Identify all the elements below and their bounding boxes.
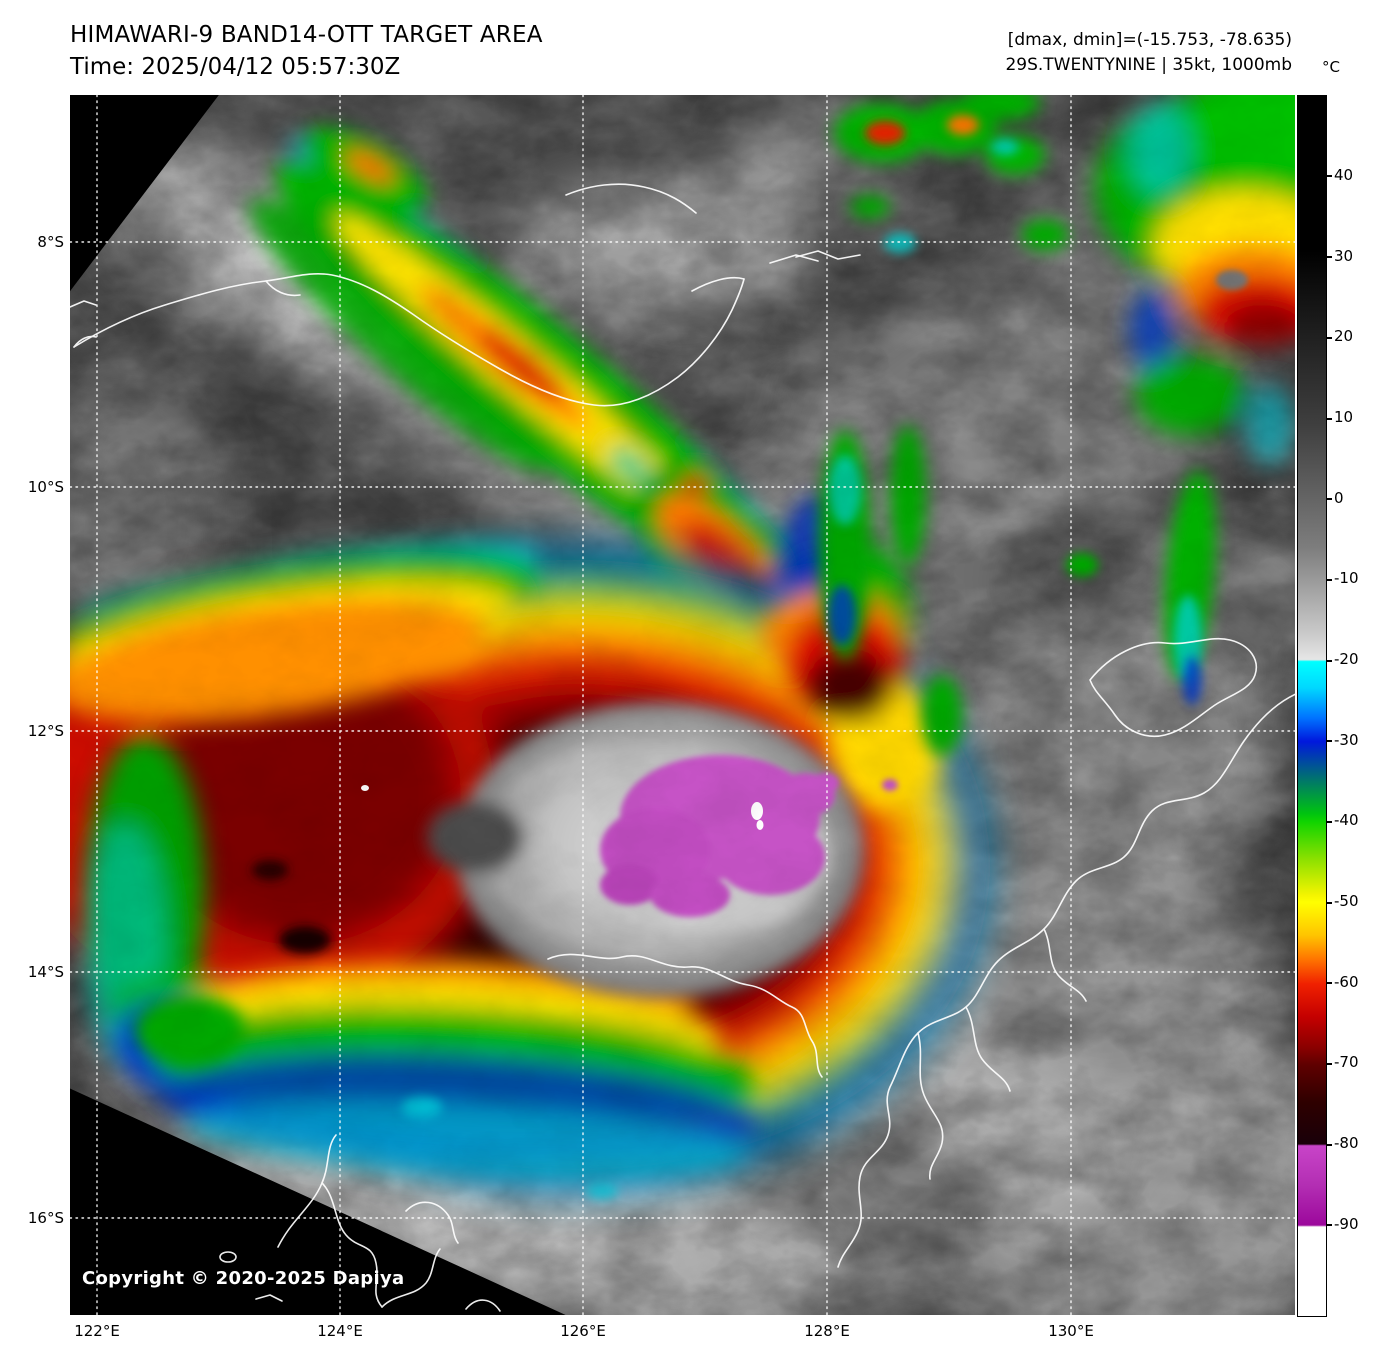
colorbar-tick-mark [1326,1063,1332,1065]
colorbar-tick-label: -80 [1334,1134,1359,1152]
colorbar-tick-mark [1326,1224,1332,1226]
colorbar-tick-label: -60 [1334,973,1359,991]
storm-id-readout: 29S.TWENTYNINE | 35kt, 1000mb [1005,55,1292,75]
lon-tick-label: 130°E [1048,1322,1094,1340]
lat-tick-label: 10°S [27,478,64,496]
coastlines [70,183,1295,1312]
colorbar-tick-label: 30 [1334,247,1354,265]
colorbar-tick-mark [1326,982,1332,984]
colorbar-tick-mark [1326,902,1332,904]
lat-tick-label: 16°S [27,1209,64,1227]
lon-tick-label: 124°E [317,1322,363,1340]
dmax-dmin-readout: [dmax, dmin]=(-15.753, -78.635) [1007,30,1292,50]
lat-tick-label: 14°S [27,963,64,981]
colorbar-tick-mark [1326,337,1332,339]
lon-tick-label: 122°E [74,1322,120,1340]
colorbar [1297,95,1327,1317]
lat-tick-label: 8°S [37,233,64,251]
colorbar-tick-mark [1326,256,1332,258]
lon-tick-label: 126°E [560,1322,606,1340]
colorbar-tick-mark [1326,660,1332,662]
figure-meta: [dmax, dmin]=(-15.753, -78.635) 29S.TWEN… [1005,28,1292,78]
colorbar-tick-label: -10 [1334,569,1359,587]
colorbar-tick-label: -70 [1334,1053,1359,1071]
colorbar-tick-mark [1326,175,1332,177]
colorbar-tick-label: 40 [1334,166,1354,184]
colorbar-tick-label: -20 [1334,650,1359,668]
colorbar-tick-mark [1326,821,1332,823]
colorbar-tick-label: -50 [1334,892,1359,910]
graticule [70,95,1295,1315]
lat-tick-label: 12°S [27,722,64,740]
lon-tick-label: 128°E [804,1322,850,1340]
copyright-text: Copyright © 2020-2025 Dapiya [82,1268,405,1289]
satellite-map: Copyright © 2020-2025 Dapiya [70,95,1295,1315]
colorbar-tick-label: -90 [1334,1215,1359,1233]
colorbar-tick-label: 20 [1334,327,1354,345]
colorbar-tick-label: 0 [1334,489,1344,507]
colorbar-tick-label: -30 [1334,731,1359,749]
colorbar-tick-mark [1326,498,1332,500]
figure-title: HIMAWARI-9 BAND14-OTT TARGET AREA [70,22,543,48]
colorbar-tick-mark [1326,1144,1332,1146]
satellite-image [70,95,1295,1315]
colorbar-tick-mark [1326,418,1332,420]
colorbar-tick-mark [1326,579,1332,581]
colorbar-tick-label: 10 [1334,408,1354,426]
colorbar-unit-label: °C [1322,58,1340,76]
colorbar-tick-mark [1326,740,1332,742]
figure-timestamp: Time: 2025/04/12 05:57:30Z [70,54,401,80]
colorbar-tick-label: -40 [1334,811,1359,829]
